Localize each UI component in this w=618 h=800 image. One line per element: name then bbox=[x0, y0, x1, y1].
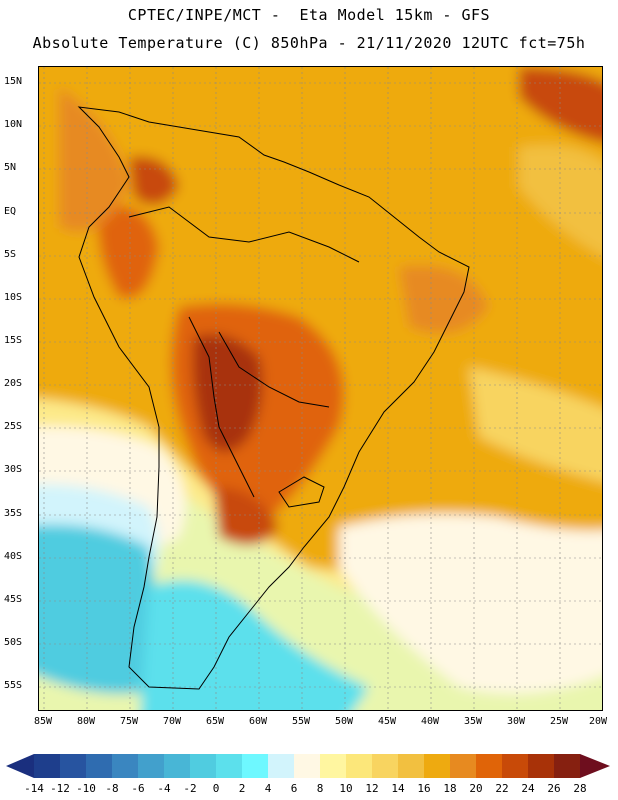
lat-label-55s: 55S bbox=[4, 680, 23, 691]
lon-label-75w: 75W bbox=[119, 716, 139, 727]
colorbar-label: 6 bbox=[290, 782, 298, 795]
colorbar-label: 12 bbox=[365, 782, 379, 795]
colorbar-label: -6 bbox=[131, 782, 145, 795]
colorbar-label: 2 bbox=[238, 782, 246, 795]
temperature-colorbar bbox=[6, 754, 610, 778]
colorbar-swatch bbox=[450, 754, 477, 778]
lon-label-50w: 50W bbox=[334, 716, 354, 727]
colorbar-label: 14 bbox=[391, 782, 405, 795]
colorbar-label: -14 bbox=[24, 782, 44, 795]
lon-label-65w: 65W bbox=[205, 716, 225, 727]
lat-label-15n: 15N bbox=[4, 76, 23, 87]
lat-label-50s: 50S bbox=[4, 637, 23, 648]
temperature-map bbox=[38, 66, 603, 711]
colorbar-label: -4 bbox=[157, 782, 171, 795]
colorbar-swatch bbox=[346, 754, 373, 778]
colorbar-swatch bbox=[502, 754, 529, 778]
colorbar-label: 22 bbox=[495, 782, 509, 795]
colorbar-label: 16 bbox=[417, 782, 431, 795]
colorbar-swatch bbox=[164, 754, 191, 778]
colorbar-swatch bbox=[138, 754, 165, 778]
colorbar-right-arrow bbox=[580, 754, 610, 778]
colorbar-label: 8 bbox=[316, 782, 324, 795]
colorbar-swatch bbox=[320, 754, 347, 778]
colorbar-swatch bbox=[372, 754, 399, 778]
colorbar-label: 18 bbox=[443, 782, 457, 795]
lat-label-30s: 30S bbox=[4, 464, 23, 475]
colorbar-label: 26 bbox=[547, 782, 561, 795]
lat-label-eq: EQ bbox=[4, 206, 17, 217]
colorbar-swatch bbox=[60, 754, 87, 778]
lat-label-5s: 5S bbox=[4, 249, 17, 260]
colorbar-swatch bbox=[242, 754, 269, 778]
lon-label-60w: 60W bbox=[248, 716, 268, 727]
lon-label-80w: 80W bbox=[76, 716, 96, 727]
colorbar-label: 4 bbox=[264, 782, 272, 795]
coastline-outline bbox=[77, 106, 470, 690]
lon-label-20w: 20W bbox=[588, 716, 608, 727]
graticule bbox=[39, 67, 602, 710]
colorbar-swatch bbox=[34, 754, 61, 778]
map-title-line2: Absolute Temperature (C) 850hPa - 21/11/… bbox=[32, 34, 586, 52]
lon-label-35w: 35W bbox=[463, 716, 483, 727]
lon-label-25w: 25W bbox=[549, 716, 569, 727]
colorbar-swatch bbox=[424, 754, 451, 778]
lon-label-85w: 85W bbox=[33, 716, 53, 727]
lat-label-45s: 45S bbox=[4, 594, 23, 605]
lon-label-40w: 40W bbox=[420, 716, 440, 727]
colorbar-swatch bbox=[554, 754, 581, 778]
temperature-field bbox=[39, 67, 602, 710]
colorbar-label: 24 bbox=[521, 782, 535, 795]
colorbar-label: -12 bbox=[50, 782, 70, 795]
colorbar-swatch bbox=[190, 754, 217, 778]
lat-label-5n: 5N bbox=[4, 162, 17, 173]
lat-label-10n: 10N bbox=[4, 119, 23, 130]
lon-label-30w: 30W bbox=[506, 716, 526, 727]
colorbar-swatch bbox=[398, 754, 425, 778]
colorbar-swatch bbox=[294, 754, 321, 778]
lat-label-25s: 25S bbox=[4, 421, 23, 432]
colorbar-label: -2 bbox=[183, 782, 197, 795]
lat-label-35s: 35S bbox=[4, 508, 23, 519]
lat-label-40s: 40S bbox=[4, 551, 23, 562]
lat-label-15s: 15S bbox=[4, 335, 23, 346]
lat-label-20s: 20S bbox=[4, 378, 23, 389]
colorbar-label: 28 bbox=[573, 782, 587, 795]
lon-label-55w: 55W bbox=[291, 716, 311, 727]
colorbar-swatch bbox=[86, 754, 113, 778]
colorbar-swatch bbox=[476, 754, 503, 778]
colorbar-swatch bbox=[216, 754, 243, 778]
colorbar-label: -10 bbox=[76, 782, 96, 795]
colorbar-swatch bbox=[268, 754, 295, 778]
colorbar-swatch bbox=[112, 754, 139, 778]
lat-label-10s: 10S bbox=[4, 292, 23, 303]
lon-label-45w: 45W bbox=[377, 716, 397, 727]
colorbar-label: 20 bbox=[469, 782, 483, 795]
colorbar-label: -8 bbox=[105, 782, 119, 795]
map-title-line1: CPTEC/INPE/MCT - Eta Model 15km - GFS bbox=[127, 6, 491, 24]
colorbar-label: 10 bbox=[339, 782, 353, 795]
colorbar-swatch bbox=[528, 754, 555, 778]
colorbar-left-arrow bbox=[6, 754, 34, 778]
colorbar-label: 0 bbox=[212, 782, 220, 795]
lon-label-70w: 70W bbox=[162, 716, 182, 727]
